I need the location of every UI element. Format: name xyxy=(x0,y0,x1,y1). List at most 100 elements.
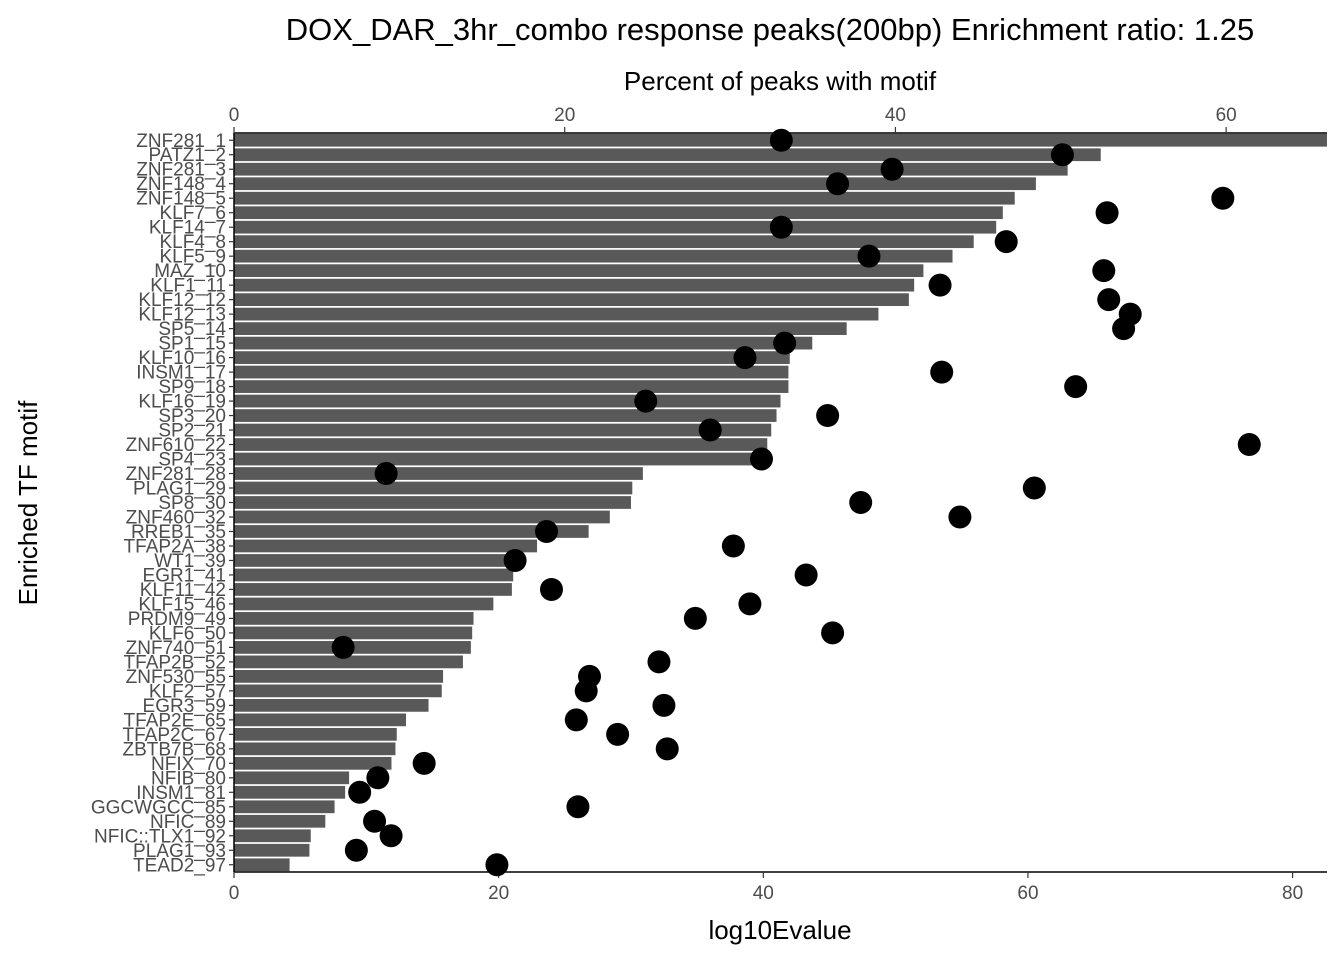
x2-tick-label: 20 xyxy=(554,105,575,126)
bar-klf2-57 xyxy=(234,684,442,698)
y-tick-label: SP5_14 xyxy=(158,319,226,340)
bar-sp3-20 xyxy=(234,409,777,422)
bar-znf281-3 xyxy=(234,162,1068,176)
bar-tead2-97 xyxy=(234,858,290,872)
point-rreb1-35 xyxy=(535,519,559,543)
point-klf15-46 xyxy=(738,592,762,616)
y-tick-label: KLF12_12 xyxy=(138,290,226,311)
bar-ggcwgcc-85 xyxy=(234,800,335,814)
point-klf11-42 xyxy=(539,577,563,601)
point-egr3-59 xyxy=(652,693,676,717)
y-tick-label: NFIC_89 xyxy=(150,812,226,833)
y-tick-label: ZBTB7B_68 xyxy=(123,739,227,760)
point-prdm9-49 xyxy=(683,606,707,630)
y-tick-label: KLF4_8 xyxy=(159,232,226,253)
point-klf6-50 xyxy=(821,621,845,645)
point-klf2-57 xyxy=(574,679,598,703)
bar-klf7-6 xyxy=(234,206,1003,220)
point-znf281-1 xyxy=(769,128,793,152)
point-znf281-3 xyxy=(880,157,904,181)
y-axis-title: Enriched TF motif xyxy=(13,400,43,605)
point-klf16-19 xyxy=(634,389,658,413)
point-sp9-18 xyxy=(1064,375,1088,399)
y-tick-label: KLF11_42 xyxy=(140,580,226,601)
bar-tfap2b-52 xyxy=(234,655,463,669)
y-tick-label: ZNF740_51 xyxy=(126,638,226,659)
point-klf10-16 xyxy=(733,346,757,370)
point-znf148-4 xyxy=(826,172,850,196)
point-klf7-6 xyxy=(1095,201,1119,225)
point-insm1-81 xyxy=(348,780,372,804)
point-zbtb7b-68 xyxy=(655,737,679,761)
bar-plag1-93 xyxy=(234,843,310,857)
point-nfib-80 xyxy=(366,766,390,790)
bar-klf16-19 xyxy=(234,394,781,408)
point-nfic-tlx1-92 xyxy=(379,824,403,848)
point-sp2-21 xyxy=(698,418,722,442)
bar-egr1-41 xyxy=(234,568,514,582)
point-patz1-2 xyxy=(1050,143,1074,167)
y-tick-label: EGR3_59 xyxy=(143,696,226,717)
bar-plag1-29 xyxy=(234,481,633,495)
y-tick-label: TFAP2A_38 xyxy=(124,536,226,557)
bar-patz1-2 xyxy=(234,148,1101,162)
y-tick-label: KLF10_16 xyxy=(138,348,226,369)
bar-klf11-42 xyxy=(234,583,512,596)
point-klf1-11 xyxy=(928,273,952,297)
y-tick-label: INSM1_17 xyxy=(136,363,226,384)
y-tick-label: SP2_21 xyxy=(158,421,226,442)
bar-znf530-55 xyxy=(234,670,444,683)
bar-znf610-22 xyxy=(234,438,768,451)
y-tick-label: ZNF281_28 xyxy=(126,464,226,485)
bar-sp1-15 xyxy=(234,336,813,350)
point-tfap2a-38 xyxy=(721,534,745,558)
point-znf460-32 xyxy=(948,505,972,529)
y-tick-label: NFIC::TLX1_92 xyxy=(94,826,226,847)
y-tick-label: PRDM9_49 xyxy=(128,609,226,630)
point-tfap2e-65 xyxy=(564,708,588,732)
bar-klf10-16 xyxy=(234,351,790,364)
y-tick-label: TFAP2E_65 xyxy=(124,710,226,731)
point-znf610-22 xyxy=(1237,433,1261,457)
point-maz-10 xyxy=(1092,259,1116,283)
point-wt1-39 xyxy=(503,548,527,572)
point-nfic-89 xyxy=(363,809,387,833)
y-tick-label: NFIX_70 xyxy=(151,754,226,775)
y-tick-label: PLAG1_93 xyxy=(133,841,226,862)
y-tick-label: PATZ1_2 xyxy=(149,145,226,166)
y-tick-label: SP8_30 xyxy=(158,493,226,514)
y-tick-label: TFAP2B_52 xyxy=(124,652,226,673)
y-tick-label: SP3_20 xyxy=(158,406,226,427)
bar-nfib-80 xyxy=(234,771,350,785)
y-tick-label: ZNF281_3 xyxy=(136,160,226,181)
point-sp1-15 xyxy=(773,331,797,355)
chart-title: DOX_DAR_3hr_combo response peaks(200bp) … xyxy=(286,12,1254,47)
point-plag1-93 xyxy=(344,838,368,862)
point-sp3-20 xyxy=(816,404,840,428)
y-tick-label: SP1_15 xyxy=(158,334,226,355)
point-klf4-8 xyxy=(994,230,1018,254)
bar-maz-10 xyxy=(234,264,924,278)
bar-sp2-21 xyxy=(234,423,772,437)
bar-sp9-18 xyxy=(234,380,789,393)
point-klf5-9 xyxy=(857,244,881,268)
bar-klf15-46 xyxy=(234,597,494,611)
x2-tick-label: 40 xyxy=(885,105,906,126)
y-tick-label: MAZ_10 xyxy=(154,261,226,282)
point-sp5-14 xyxy=(1112,317,1136,341)
y-tick-label: KLF6_50 xyxy=(149,623,226,644)
y-tick-label: KLF1_11 xyxy=(150,276,226,297)
bar-nfic-tlx1-92 xyxy=(234,829,311,843)
y-tick-label: KLF5_9 xyxy=(159,247,226,268)
bar-tfap2c-67 xyxy=(234,727,397,741)
point-tfap2b-52 xyxy=(647,650,671,674)
bar-znf148-5 xyxy=(234,191,1015,205)
y-tick-label: ZNF281_1 xyxy=(136,131,226,152)
y-tick-label: KLF12_13 xyxy=(138,305,226,326)
y-tick-label: PLAG1_29 xyxy=(133,479,226,500)
point-znf281-28 xyxy=(374,462,398,486)
bar-insm1-17 xyxy=(234,365,789,379)
bar-klf1-11 xyxy=(234,278,915,292)
x-tick-label: 80 xyxy=(1282,883,1303,904)
x-tick-label: 20 xyxy=(488,883,509,904)
